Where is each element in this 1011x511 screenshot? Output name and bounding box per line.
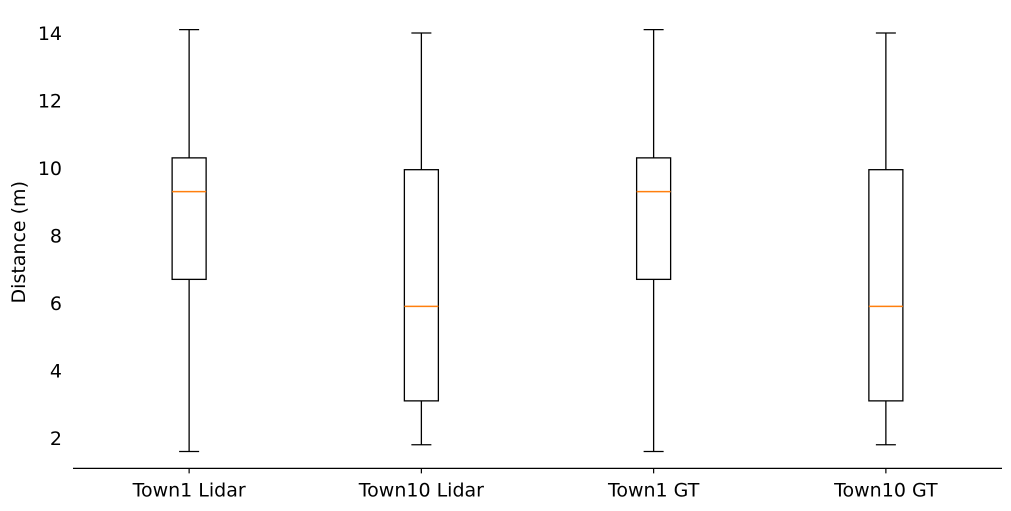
y-axis-label: Distance (m)	[8, 181, 30, 303]
x-tick-label: Town1 GT	[607, 479, 700, 501]
x-axis-ticks: Town1 Lidar Town10 Lidar Town1 GT Town10 GT	[132, 468, 938, 501]
y-tick-label: 10	[38, 158, 62, 180]
iqr-box	[635, 157, 672, 281]
box-group	[635, 28, 672, 453]
iqr-box	[171, 157, 207, 281]
y-tick-label: 12	[38, 91, 62, 113]
iqr-box	[868, 169, 904, 402]
y-tick-label: 2	[50, 428, 62, 450]
y-tick-label: 4	[50, 361, 62, 383]
x-tick-label: Town10 GT	[833, 479, 938, 501]
y-tick-label: 6	[50, 293, 62, 315]
iqr-box	[403, 169, 440, 402]
box-group	[171, 28, 207, 453]
y-axis-ticks: 2 4 6 8 10 12 14	[38, 23, 73, 450]
y-tick-label: 14	[38, 23, 62, 45]
x-tick-label: Town1 Lidar	[132, 479, 246, 501]
box-group	[868, 32, 904, 446]
box-group	[403, 32, 440, 446]
boxplot-boxes	[171, 28, 904, 453]
y-tick-label: 8	[50, 226, 62, 248]
x-tick-label: Town10 Lidar	[358, 479, 484, 501]
